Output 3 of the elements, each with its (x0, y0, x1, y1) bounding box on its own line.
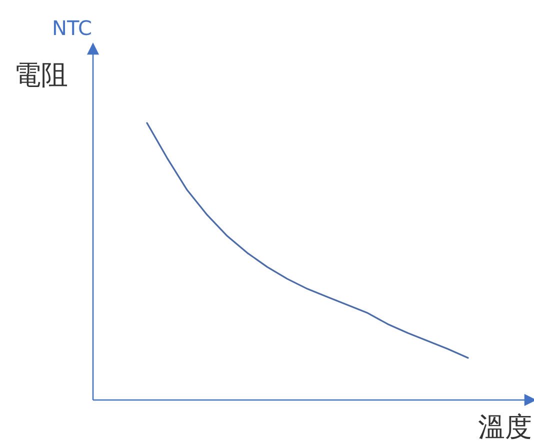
xlabel: 溫度 (478, 412, 532, 443)
title: NTC (52, 16, 92, 40)
ylabel: 電阻 (14, 60, 68, 91)
